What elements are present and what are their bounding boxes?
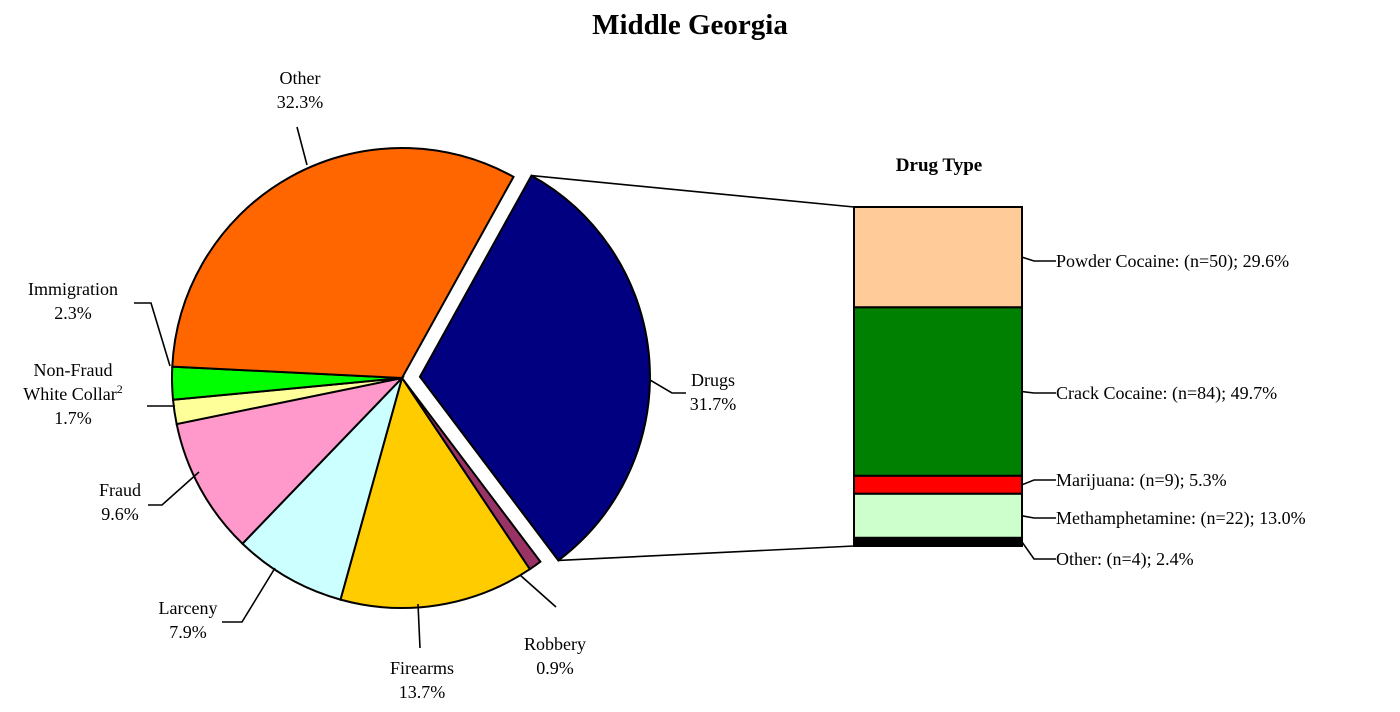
pie-label-larceny: Larceny 7.9% [159, 598, 218, 642]
pie-label-value: 9.6% [101, 504, 139, 524]
bar-segment-powder [853, 206, 1023, 309]
drug-type-labels: Powder Cocaine: (n=50); 29.6% Crack Cocai… [1021, 251, 1306, 570]
connector-bottom [558, 545, 855, 562]
pie-label-value: 2.3% [54, 303, 92, 323]
pie-label-superscript: 2 [117, 382, 123, 396]
bar-segment-mari [853, 474, 1023, 495]
pie-label-value: 13.7% [399, 682, 446, 702]
leader-line-other [296, 126, 308, 166]
leader-line-immigration [134, 302, 171, 367]
pie-label-name: Non-Fraud [34, 360, 113, 380]
pie-label-fraud: Fraud 9.6% [99, 480, 141, 524]
bar-segment-other [853, 536, 1023, 548]
connector-top [531, 174, 855, 208]
pie-label-value: 7.9% [169, 622, 207, 642]
pie [171, 147, 651, 609]
breakdown-title: Drug Type [896, 155, 982, 176]
pie-label-value: 32.3% [277, 92, 324, 112]
pie-labels: Drugs 31.7% Robbery 0.9% Firearms 13.7% Larcen… [23, 68, 736, 702]
pie-slice-other [171, 147, 515, 380]
bar-segment-crack [853, 306, 1023, 477]
pie-label-nonfraud: Non-Fraud White Collar2 1.7% [23, 360, 122, 428]
bar-leader-powder [1021, 256, 1056, 262]
bar-label-powder: Powder Cocaine: (n=50); 29.6% [1056, 251, 1289, 272]
chart-title: Middle Georgia [592, 9, 788, 41]
pie-slice-larceny [241, 377, 403, 601]
pie-label-value: 0.9% [536, 658, 574, 678]
leader-line-larceny [222, 567, 276, 623]
bar-label-crack: Crack Cocaine: (n=84); 49.7% [1056, 383, 1277, 404]
pie-slice-fraud [175, 376, 405, 546]
bar-label-other: Other: (n=4); 2.4% [1056, 549, 1194, 570]
bar-leader-crack [1021, 390, 1056, 394]
drug-type-bar [853, 206, 1023, 548]
pie-slice-drugs [418, 174, 651, 562]
pie-label-robbery: Robbery 0.9% [524, 634, 586, 678]
explode-connectors [531, 174, 855, 562]
pie-label-name: Robbery [524, 634, 586, 654]
leader-line-fraud [148, 471, 200, 506]
leader-line-firearms [417, 603, 421, 649]
pie-label-value: 31.7% [690, 394, 737, 414]
pie-label-name: Firearms [390, 658, 454, 678]
bar-leader-meth [1021, 515, 1056, 519]
bar-leader-mari [1021, 479, 1056, 486]
bar-segment-meth [853, 492, 1023, 539]
bar-leader-other [1021, 541, 1056, 560]
pie-label-name: White Collar [23, 384, 116, 404]
leader-line-robbery [519, 574, 557, 608]
pie-label-firearms: Firearms 13.7% [390, 658, 454, 702]
pie-label-name: Immigration [28, 279, 118, 299]
pie-label-value: 1.7% [54, 408, 92, 428]
bar-label-mari: Marijuana: (n=9); 5.3% [1056, 470, 1227, 491]
leader-line-drugs [649, 379, 686, 394]
pie-label-other: Other 32.3% [277, 68, 324, 112]
pie-label-drugs: Drugs 31.7% [690, 370, 737, 414]
pie-label-name: Drugs [691, 370, 735, 390]
pie-label-name: Fraud [99, 480, 141, 500]
bar-label-meth: Methamphetamine: (n=22); 13.0% [1056, 508, 1306, 529]
pie-slice-firearms [339, 375, 532, 609]
pie-label-name: Larceny [159, 598, 218, 618]
pie-label-name: Other [280, 68, 321, 88]
pie-label-immigration: Immigration 2.3% [28, 279, 118, 323]
